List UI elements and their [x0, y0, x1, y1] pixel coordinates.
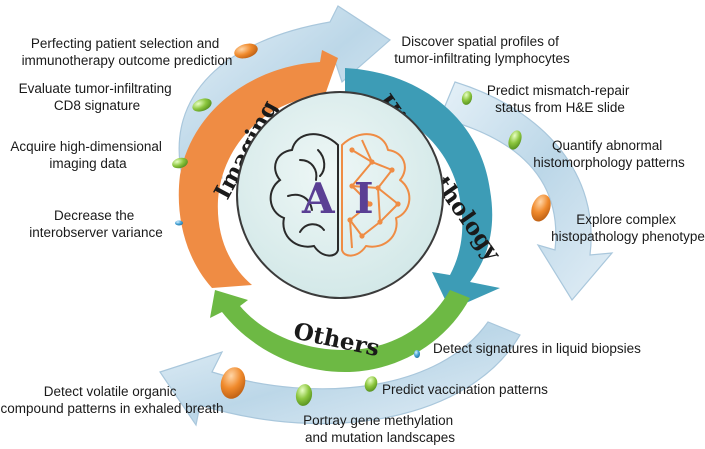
- label-others-liquid-biopsies: Detect signatures in liquid biopsies: [433, 341, 641, 356]
- outer-arrow-bottom: [159, 321, 521, 427]
- segment-ring: [178, 50, 500, 372]
- center-letter-a: A: [301, 174, 336, 223]
- label-histo-mismatch-repair: Predict mismatch-repair status from H&E …: [487, 83, 633, 115]
- center-letter-i: I: [354, 174, 374, 223]
- capsule-orange-icon: [234, 43, 258, 59]
- capsule-green-icon: [364, 376, 378, 392]
- imaging-labels: Perfecting patient selection and immunot…: [10, 36, 232, 240]
- capsule-green-icon: [192, 98, 212, 112]
- histopathology-labels: Discover spatial profiles of tumor-infil…: [394, 34, 705, 244]
- capsule-blue-icon: [175, 220, 183, 226]
- label-imaging-patient-selection: Perfecting patient selection and immunot…: [22, 36, 233, 68]
- outer-arrow-right: [439, 81, 614, 302]
- capsule-orange-icon: [531, 194, 551, 222]
- label-histo-abnormal-patterns: Quantify abnormal histomorphology patter…: [533, 138, 685, 170]
- brain-network-nodes: [347, 147, 401, 239]
- capsule-green-icon: [461, 91, 473, 105]
- capsule-green-icon: [172, 157, 188, 169]
- center-disc: [236, 91, 444, 299]
- imaging-segment: [178, 50, 338, 288]
- label-others-vaccination: Predict vaccination patterns: [382, 382, 548, 397]
- capsule-markers: [172, 43, 551, 406]
- histopathology-segment: [345, 68, 500, 310]
- label-imaging-interobserver: Decrease the interobserver variance: [29, 208, 163, 240]
- capsule-green-icon: [295, 384, 313, 406]
- label-imaging-cd8-signature: Evaluate tumor-infiltrating CD8 signatur…: [19, 81, 176, 113]
- others-segment: [210, 290, 470, 372]
- capsule-blue-icon: [414, 350, 420, 358]
- capsule-orange-icon: [220, 367, 246, 399]
- label-others-gene-methylation: Portray gene methylation and mutation la…: [303, 413, 457, 445]
- others-labels: Detect signatures in liquid biopsies Pre…: [1, 341, 642, 445]
- brain-left-hemisphere: [269, 133, 339, 257]
- capsule-green-icon: [508, 130, 522, 150]
- label-histo-complex-phenotype: Explore complex histopathology phenotype: [551, 212, 705, 244]
- label-others-exhaled-breath: Detect volatile organic compound pattern…: [1, 384, 224, 416]
- label-histo-spatial-profiles: Discover spatial profiles of tumor-infil…: [394, 34, 570, 66]
- label-imaging-high-dimensional: Acquire high-dimensional imaging data: [10, 139, 165, 171]
